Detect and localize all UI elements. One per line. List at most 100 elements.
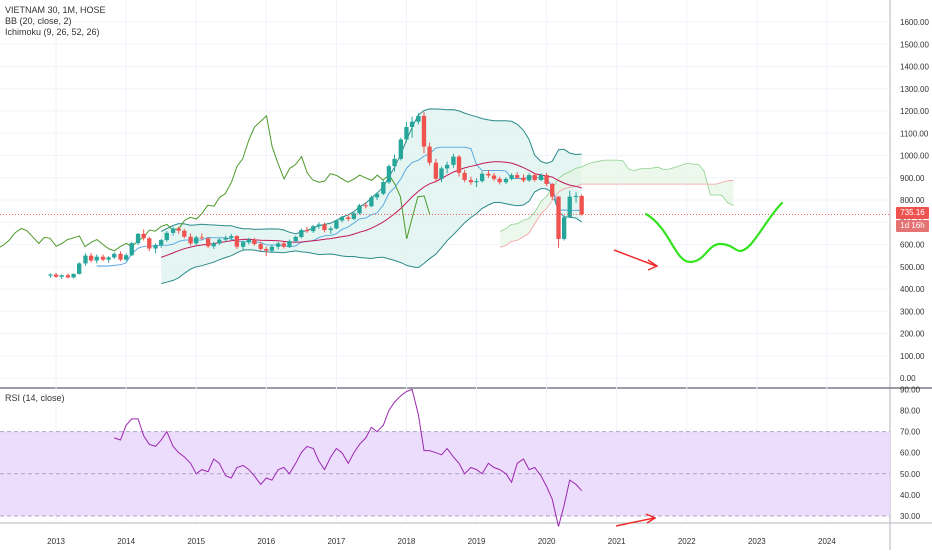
candle-body [299,230,304,237]
time-tick-label: 2021 [608,537,626,546]
candle-body [304,230,310,232]
price-tick-label: 1300.00 [900,85,929,94]
time-tick-label: 2023 [748,537,766,546]
candle-body [234,236,240,247]
rsi-tick-label: 50.00 [900,470,921,479]
candle-body [369,197,374,207]
candle-body [468,179,474,183]
price-tick-label: 900.00 [900,174,925,183]
time-tick-label: 2016 [257,537,275,546]
forecast-arrowhead-price [647,259,659,271]
candle-body [339,217,345,221]
candle-body [153,244,158,249]
time-tick-label: 2020 [538,537,556,546]
rsi-line [114,388,583,527]
candle-body [456,156,462,173]
forecast-arrowhead-rsi [645,513,657,524]
candle-body [491,175,497,179]
candle-body [65,275,71,278]
bb-basis-line [161,161,582,258]
candle-body [556,196,561,239]
candle-body [509,175,514,179]
candle-body [421,115,427,147]
candle-body [264,248,269,251]
price-tick-label: 300.00 [900,307,925,316]
candle-body [444,164,450,169]
candle-body [159,240,164,245]
candle-body [53,274,59,277]
candle-body [433,162,439,179]
rsi-tick-label: 60.00 [900,449,921,458]
rsi-tick-label: 80.00 [900,407,921,416]
candle-body [439,168,444,179]
time-tick-label: 2022 [678,537,696,546]
countdown-badge: 1d 16h [896,220,929,232]
candle-body [474,181,479,183]
forecast-arrow-price [613,249,657,267]
ichimoku-lagging-span [0,114,431,252]
candle-body [550,183,555,197]
candle-body [164,232,169,241]
candle-body [100,256,106,260]
candle-body [497,178,502,183]
candle-body [311,226,316,232]
candle-body [205,238,211,247]
symbol-title: VIETNAM 30, 1M, HOSE [5,5,106,15]
candle-body [346,217,351,219]
candle-body [269,246,275,251]
candle-body [573,195,579,197]
ichimoku-span-b [499,179,734,248]
bb-lower-line [161,187,582,284]
candle-body [147,238,152,249]
candle-body [106,257,111,260]
candle-body [229,236,234,238]
candle-body [521,177,526,181]
candle-body [579,195,584,215]
candle-body [129,243,134,256]
candle-body [223,237,228,240]
candle-body [427,146,432,163]
candle-body [334,220,339,229]
rsi-tick-label: 90.00 [900,385,921,394]
time-tick-label: 2024 [818,537,836,546]
candle-body [538,175,544,180]
time-tick-label: 2019 [468,537,486,546]
candle-body [486,173,491,176]
candle-body [451,156,456,165]
candle-body [544,175,549,184]
price-tick-label: 1400.00 [900,63,929,72]
candle-body [59,275,64,277]
candle-body [316,224,322,227]
candle-body [188,236,193,244]
forecast-arrow-rsi [615,517,655,527]
candle-body [246,239,251,243]
price-tick-label: 1000.00 [900,152,929,161]
candle-body [141,233,146,239]
candle-body [293,236,298,242]
ichimoku-tenkan [96,146,582,267]
candle-body [515,175,520,178]
candle-body [479,173,485,182]
bb-legend[interactable]: BB (20, close, 2) [5,16,72,26]
candle-body [83,255,88,264]
candle-body [287,241,292,247]
candle-body [357,205,362,214]
candle-body [532,175,537,180]
candle-body [409,121,415,128]
rsi-legend[interactable]: RSI (14, close) [5,393,65,403]
candle-body [281,243,286,247]
candle-body [386,166,392,183]
candle-body [258,244,263,249]
candle-body [135,233,141,244]
candle-body [462,172,467,180]
candle-body [241,242,246,247]
ichimoku-legend[interactable]: Ichimoku (9, 26, 52, 26) [5,27,100,37]
candle-body [48,274,53,276]
candle-body [351,213,357,219]
price-tick-label: 200.00 [900,330,925,339]
candle-body [374,193,380,198]
candle-body [123,255,129,260]
rsi-tick-label: 30.00 [900,512,921,521]
